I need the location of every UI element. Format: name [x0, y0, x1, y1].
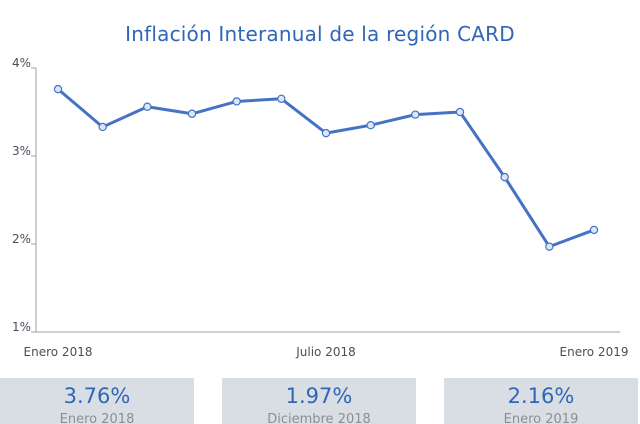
y-tick-label: 3%: [12, 144, 31, 158]
chart-title: Inflación Interanual de la región CARD: [125, 22, 515, 46]
line-chart: 4% 3% 2% 1% Enero 2018 Julio 2018 Enero 2019: [12, 56, 629, 359]
data-point: [98, 122, 107, 132]
x-tick-label: Enero 2018: [24, 345, 93, 359]
data-point: [143, 102, 152, 111]
y-tick-label: 2%: [12, 232, 31, 246]
stat-label: Diciembre 2018: [267, 412, 371, 424]
stat-value: 3.76%: [63, 384, 131, 408]
stat-label: Enero 2019: [503, 412, 579, 424]
stat-value: 2.16%: [507, 384, 575, 408]
y-tick-label: 1%: [12, 320, 31, 334]
x-tick-label: Enero 2019: [560, 345, 629, 359]
data-point: [455, 107, 465, 117]
y-tick-label: 4%: [12, 56, 31, 70]
data-point: [545, 242, 554, 251]
data-point: [500, 172, 509, 182]
data-point: [411, 110, 420, 119]
data-point: [366, 120, 375, 130]
data-point: [53, 84, 63, 94]
data-point: [187, 109, 197, 118]
x-tick-label: Julio 2018: [295, 345, 356, 359]
series-line: [57, 87, 595, 249]
data-point: [277, 94, 286, 104]
data-point: [232, 97, 241, 106]
stat-card-start: 3.76% Enero 2018: [0, 378, 194, 424]
data-point: [321, 128, 331, 138]
data-point: [589, 225, 599, 235]
stat-card-latest: 2.16% Enero 2019: [444, 378, 638, 424]
stat-value: 1.97%: [285, 384, 353, 408]
stat-card-min: 1.97% Diciembre 2018: [222, 378, 416, 424]
stat-label: Enero 2018: [59, 412, 135, 424]
